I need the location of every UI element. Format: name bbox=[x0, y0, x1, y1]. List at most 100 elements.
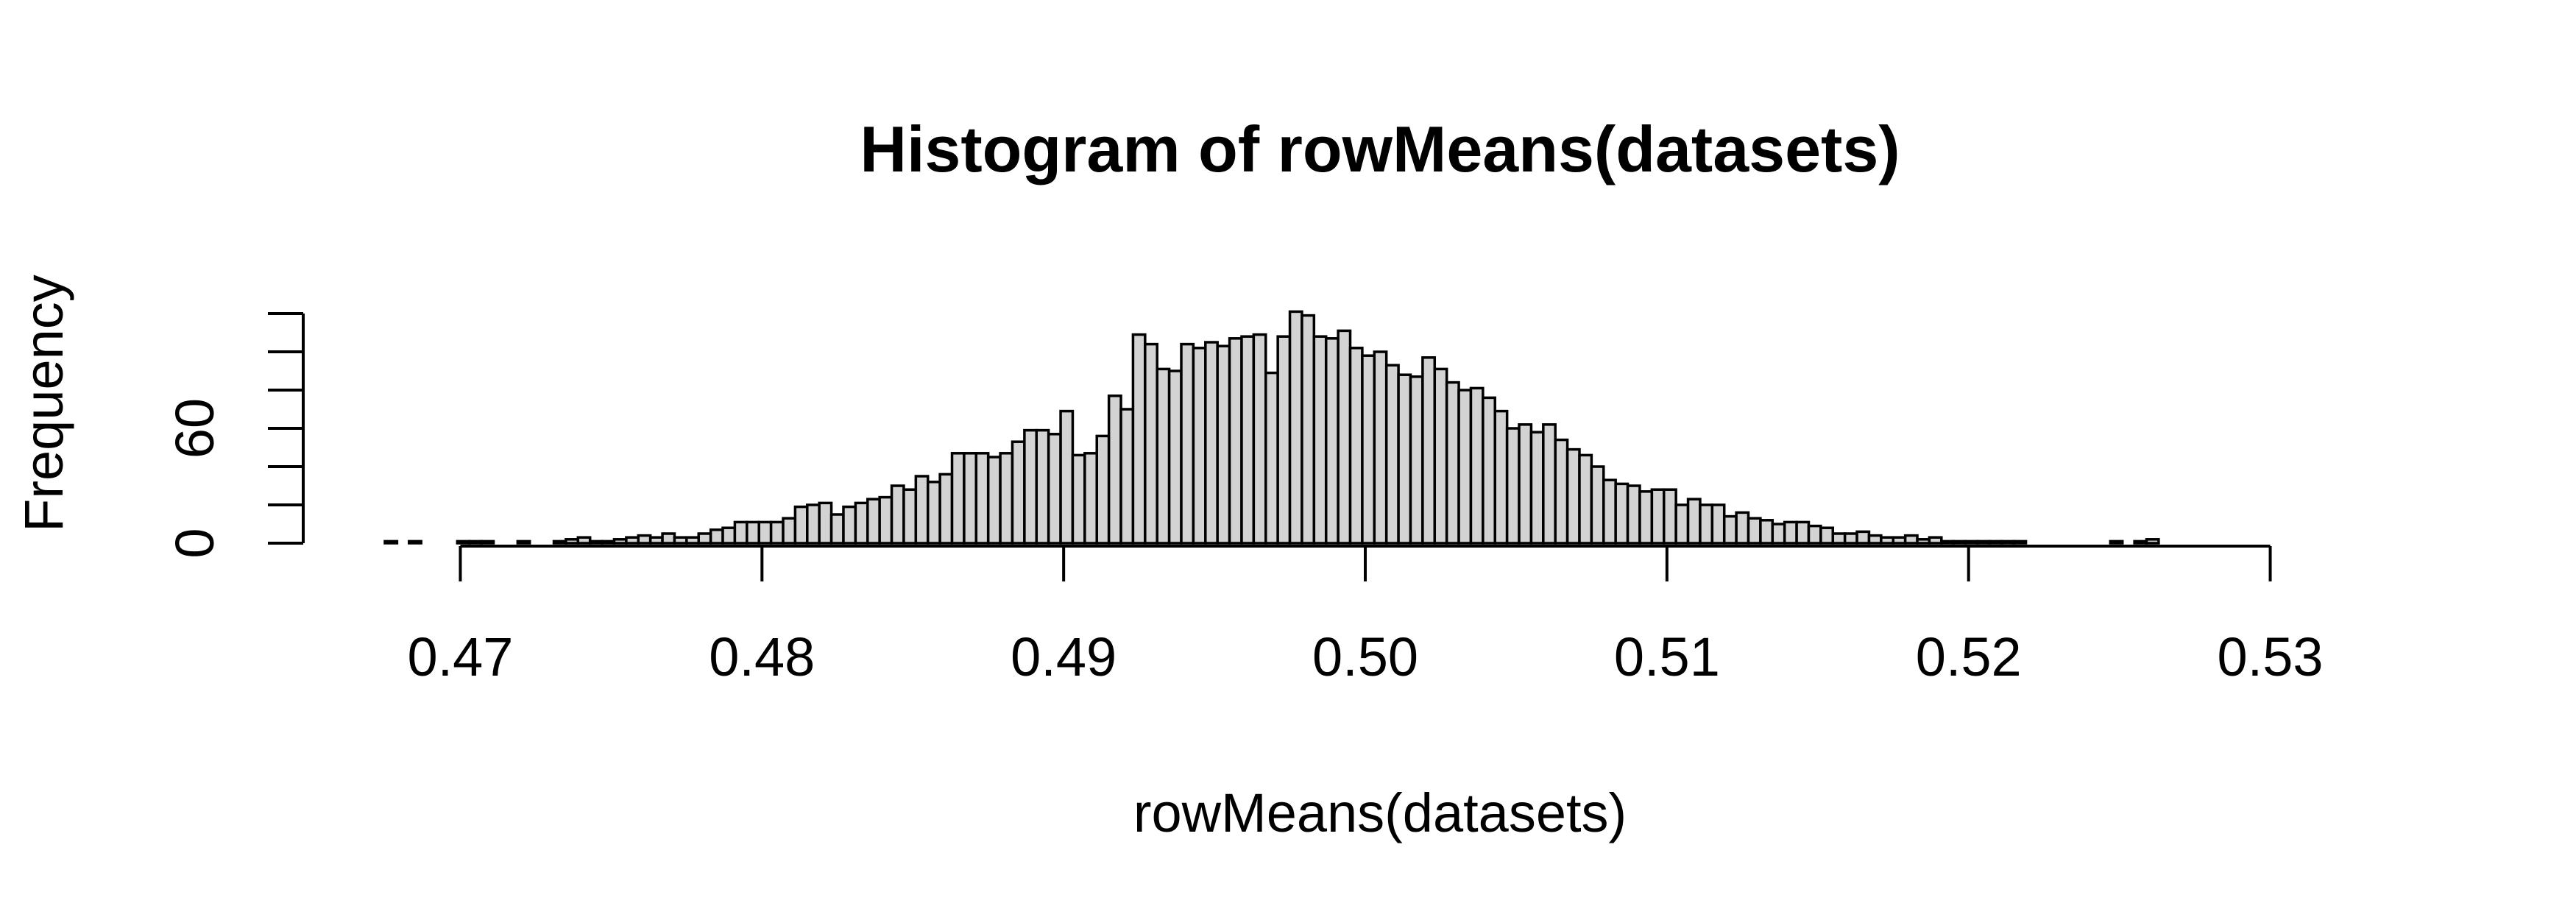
histogram-bar bbox=[1288, 310, 1303, 545]
histogram-bar bbox=[757, 520, 773, 545]
histogram-bar bbox=[1469, 386, 1485, 545]
histogram-bar bbox=[1264, 371, 1279, 545]
histogram-bar bbox=[1493, 409, 1509, 545]
histogram-bar bbox=[1626, 484, 1641, 545]
histogram-bar bbox=[769, 520, 785, 545]
histogram-bar bbox=[1578, 453, 1593, 545]
histogram-bar bbox=[1554, 438, 1569, 545]
histogram-bar bbox=[1035, 428, 1050, 545]
histogram-bar bbox=[854, 501, 869, 545]
histogram-bar bbox=[576, 536, 592, 545]
histogram-bar bbox=[829, 513, 845, 545]
histogram-bar bbox=[1421, 356, 1437, 545]
histogram-bar bbox=[1373, 350, 1388, 545]
histogram-bar bbox=[974, 452, 990, 545]
histogram-bar bbox=[1312, 335, 1328, 545]
histogram-bar bbox=[1928, 536, 1943, 545]
histogram-bar bbox=[1614, 482, 1630, 545]
histogram-bar bbox=[1337, 329, 1352, 545]
histogram-bar bbox=[926, 481, 941, 545]
histogram-bar bbox=[383, 539, 399, 545]
histogram-bar bbox=[1710, 503, 1726, 545]
histogram-bar bbox=[1542, 423, 1557, 545]
histogram-bar bbox=[1565, 447, 1581, 545]
histogram-bar bbox=[2012, 539, 2028, 545]
histogram-bar bbox=[2133, 539, 2148, 545]
histogram-bar bbox=[1216, 344, 1231, 545]
histogram-bar bbox=[733, 520, 749, 545]
histogram-bar bbox=[1964, 539, 1979, 545]
histogram-bar bbox=[1855, 530, 1871, 545]
histogram-bar bbox=[1071, 453, 1086, 545]
histogram-bar bbox=[1903, 534, 1919, 545]
histogram-bar bbox=[408, 539, 422, 545]
histogram-bar bbox=[516, 539, 531, 545]
histogram-bar bbox=[1518, 423, 1533, 545]
histogram-bar bbox=[1867, 534, 1883, 545]
x-axis-label: rowMeans(datasets) bbox=[1133, 782, 1627, 843]
histogram-bar bbox=[782, 517, 797, 545]
histogram-bar bbox=[999, 452, 1014, 545]
histogram-bar bbox=[902, 488, 918, 545]
chart-title: Histogram of rowMeans(datasets) bbox=[860, 113, 1900, 185]
histogram-bar bbox=[1144, 342, 1158, 545]
histogram-bar bbox=[1397, 373, 1412, 545]
x-tick-label: 0.48 bbox=[709, 626, 815, 687]
x-axis: 0.47 0.48 0.49 0.50 0.51 0.52 0.53 bbox=[407, 545, 2324, 687]
histogram-bar bbox=[612, 538, 628, 545]
histogram-bar bbox=[565, 538, 580, 545]
histogram-bar bbox=[1529, 431, 1545, 545]
histogram-bar bbox=[2000, 539, 2015, 545]
histogram-bar bbox=[1952, 539, 1967, 545]
histogram-bar bbox=[2145, 538, 2160, 545]
histogram-bars bbox=[383, 310, 2160, 545]
histogram-bar bbox=[1409, 375, 1424, 545]
histogram-bar bbox=[1023, 428, 1038, 545]
histogram-bar bbox=[818, 501, 833, 545]
histogram-bar bbox=[1976, 539, 1992, 545]
histogram-bar bbox=[938, 473, 954, 545]
histogram-bar bbox=[1819, 526, 1835, 545]
histogram-bar bbox=[1384, 364, 1400, 545]
histogram-bar bbox=[1131, 333, 1147, 545]
x-tick-label: 0.50 bbox=[1312, 626, 1418, 687]
histogram-bar bbox=[1167, 369, 1183, 545]
histogram-bar bbox=[1722, 514, 1738, 545]
histogram-bar bbox=[746, 520, 760, 545]
y-axis-label: Frequency bbox=[13, 275, 74, 532]
histogram-bar bbox=[1156, 367, 1171, 545]
x-tick-label: 0.51 bbox=[1614, 626, 1720, 687]
histogram-bar bbox=[806, 503, 821, 545]
histogram-bar bbox=[1361, 354, 1376, 545]
histogram-bar bbox=[986, 456, 1002, 545]
histogram-bar bbox=[1663, 488, 1677, 545]
histogram-bar bbox=[1505, 427, 1521, 545]
histogram-bar bbox=[1892, 536, 1907, 545]
histogram-bar bbox=[1699, 503, 1714, 545]
histogram-bar bbox=[1228, 337, 1243, 545]
histogram-bar bbox=[963, 452, 978, 545]
y-tick-label: 60 bbox=[164, 398, 225, 459]
histogram-bar bbox=[1180, 342, 1195, 545]
histogram-bar bbox=[1735, 511, 1750, 545]
histogram-bar bbox=[842, 505, 857, 545]
histogram-bar bbox=[1940, 539, 1955, 545]
histogram-bar bbox=[1433, 367, 1448, 545]
histogram-bar bbox=[1324, 337, 1340, 545]
histogram-bar bbox=[673, 536, 688, 545]
histogram-bar bbox=[480, 539, 495, 545]
x-tick-label: 0.52 bbox=[1916, 626, 2022, 687]
histogram-bar bbox=[914, 475, 930, 545]
histogram-bar bbox=[1807, 524, 1822, 545]
histogram-bar bbox=[1602, 478, 1617, 545]
histogram-bar bbox=[1192, 347, 1207, 545]
histogram-bar bbox=[1771, 523, 1786, 545]
histogram-bar bbox=[588, 539, 604, 545]
histogram-bar bbox=[1301, 314, 1316, 545]
histogram-bar bbox=[601, 539, 616, 545]
histogram-bar bbox=[878, 495, 894, 545]
histogram-bar bbox=[866, 498, 881, 545]
histogram-bar bbox=[709, 528, 724, 545]
histogram-bar bbox=[1783, 520, 1798, 545]
